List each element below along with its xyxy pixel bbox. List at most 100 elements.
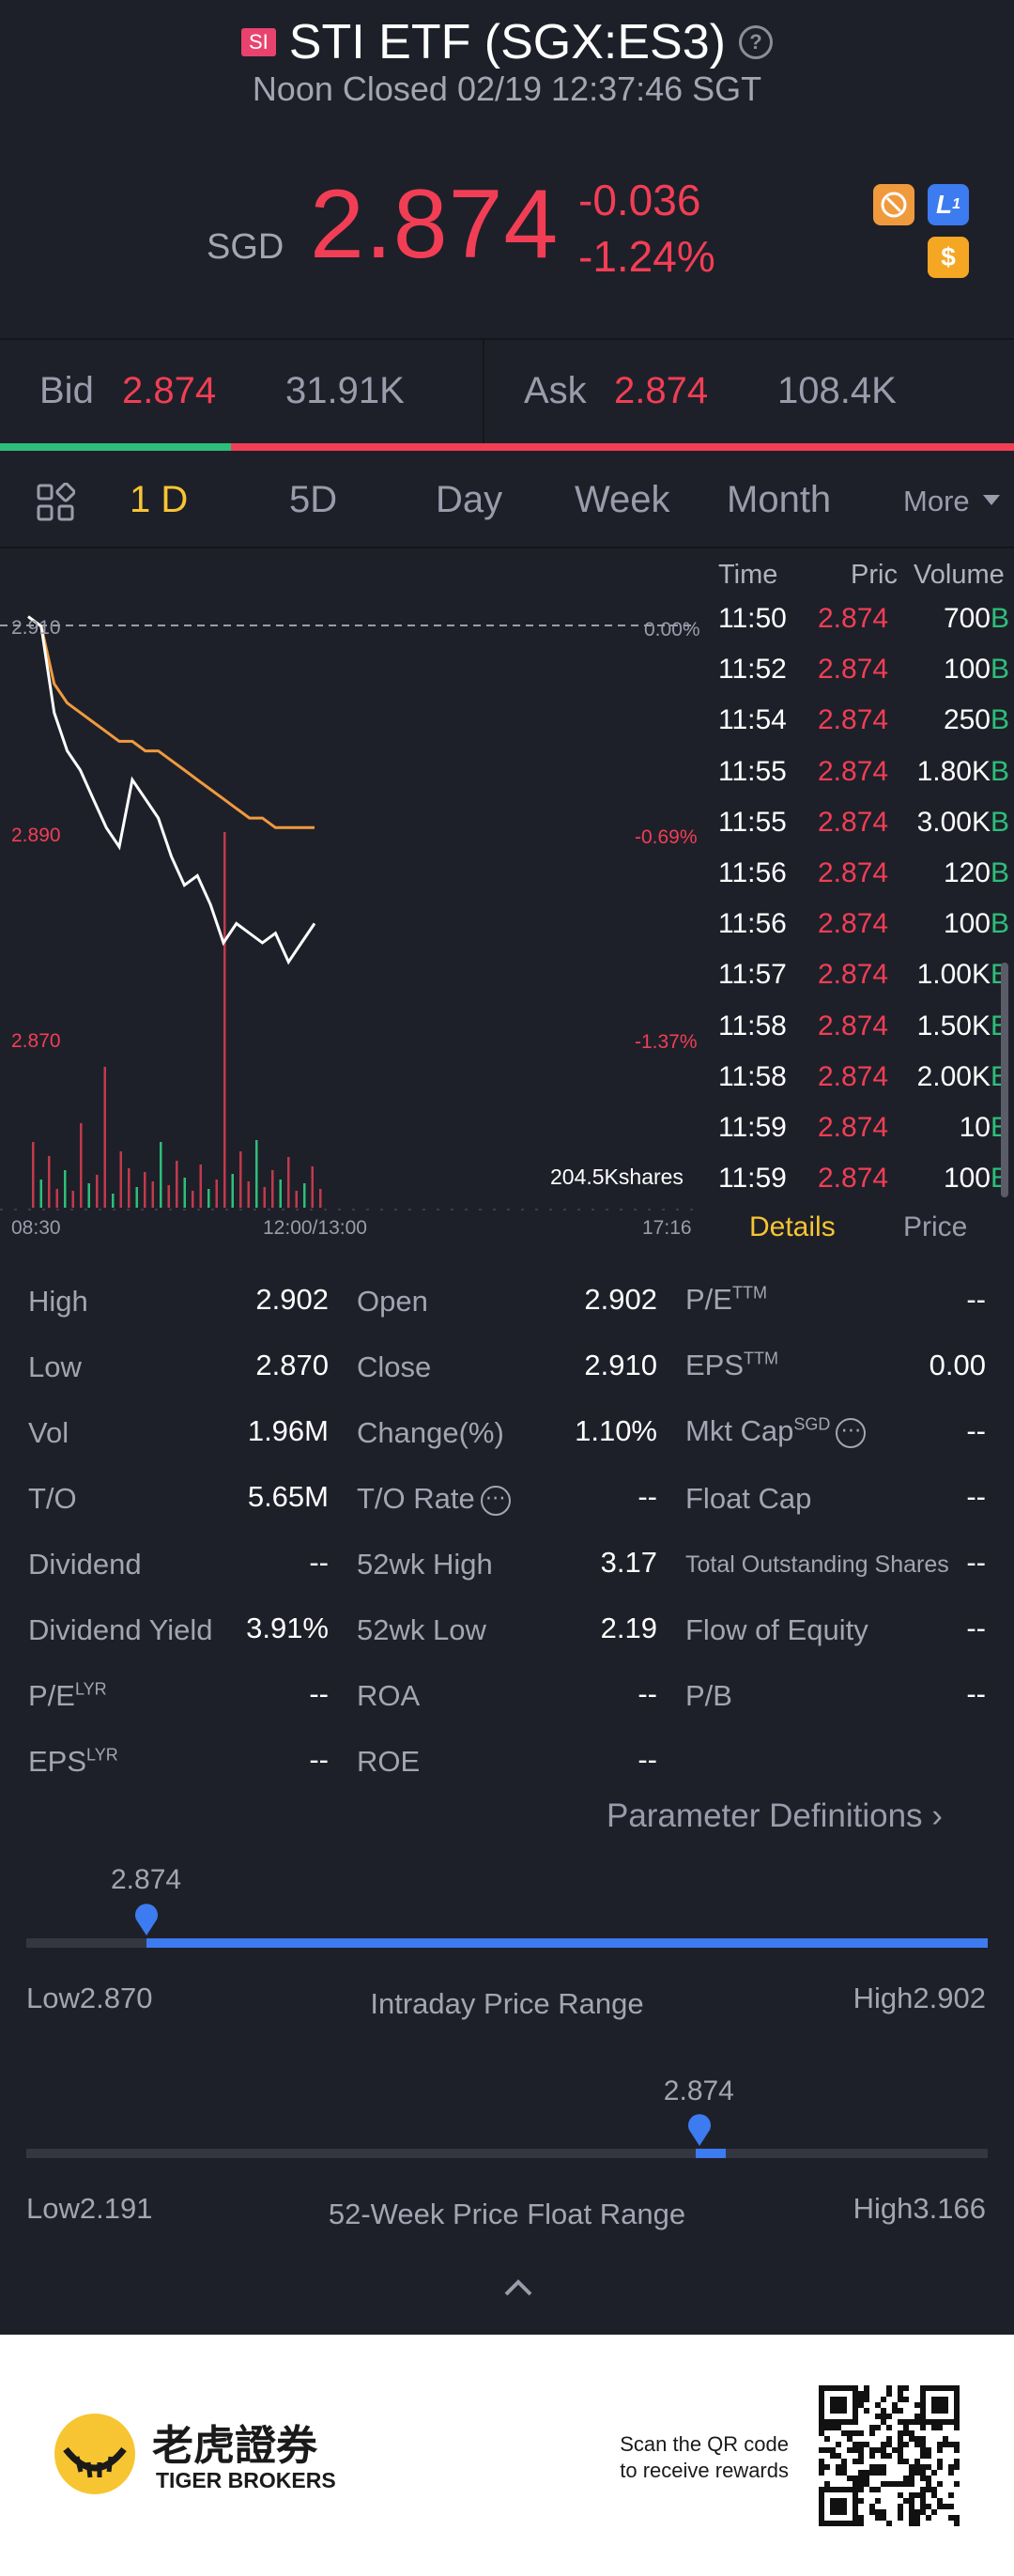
- trade-volume: 1.50K: [916, 1010, 991, 1041]
- tab-1d[interactable]: 1 D: [130, 479, 189, 520]
- trade-price: 2.874: [818, 1112, 889, 1143]
- pct-label-top: 0.00%: [644, 619, 700, 640]
- volume-bar: [295, 1191, 298, 1208]
- price-line: [27, 615, 316, 965]
- volume-bar: [279, 1180, 282, 1208]
- stat-div-yield-label: Dividend Yield: [28, 1613, 213, 1646]
- trade-side: B: [990, 755, 1009, 787]
- tab-details[interactable]: Details: [749, 1211, 836, 1242]
- trade-volume: 120: [943, 857, 991, 888]
- y-label-bottom: 2.870: [11, 1030, 61, 1052]
- stat-eps-lyr-label: EPSLYR: [28, 1745, 118, 1778]
- trade-volume: 700: [943, 603, 991, 634]
- trade-time: 11:52: [718, 654, 787, 686]
- volume-bar: [192, 1191, 194, 1208]
- tab-more[interactable]: More: [903, 485, 970, 517]
- stat-52h-value: 3.17: [600, 1546, 657, 1579]
- volume-bar: [71, 1191, 74, 1208]
- volume-bar: [119, 1151, 122, 1208]
- stat-high-value: 2.902: [255, 1283, 329, 1316]
- stat-pe-lyr-label: P/ELYR: [28, 1679, 107, 1712]
- volume-bar: [239, 1151, 242, 1208]
- bid-size: 31.91K: [285, 370, 405, 411]
- market-status: Noon Closed 02/19 12:37:46 SGT: [252, 69, 762, 108]
- stat-dividend-value: --: [309, 1546, 329, 1579]
- pct-label-bottom: -1.37%: [635, 1031, 698, 1053]
- stat-low-value: 2.870: [255, 1349, 329, 1381]
- volume-bar: [39, 1180, 42, 1208]
- trade-price: 2.874: [818, 959, 889, 991]
- dollar-icon[interactable]: $: [928, 237, 969, 278]
- volume-bar: [55, 1189, 58, 1208]
- volume-bar: [255, 1140, 258, 1208]
- trade-row: 11:52 2.874 100 B: [718, 654, 1009, 704]
- volume-bar: [112, 1194, 115, 1208]
- stat-pe-ttm-label: P/ETTM: [685, 1283, 767, 1316]
- more-info-icon[interactable]: ⋯: [836, 1417, 867, 1448]
- volume-bar: [96, 1175, 99, 1208]
- stat-eps-ttm-value: 0.00: [929, 1349, 986, 1381]
- trade-row: 11:55 2.874 1.80K B: [718, 756, 1009, 807]
- stat-to-rate-label: T/O Rate ⋯: [357, 1482, 511, 1516]
- compass-icon[interactable]: [873, 184, 914, 225]
- trade-row: 11:59 2.874 100 B: [718, 1163, 1009, 1213]
- trade-side: B: [990, 857, 1009, 888]
- week52-range-track: [26, 2149, 988, 2158]
- trade-row: 11:57 2.874 1.00K B: [718, 959, 1009, 1010]
- chevron-up-icon[interactable]: [503, 2278, 533, 2302]
- help-icon[interactable]: ?: [738, 25, 773, 59]
- x-label-start: 08:30: [11, 1217, 61, 1239]
- y-label-top: 2.910: [11, 617, 61, 639]
- index-badge: SI: [241, 28, 276, 56]
- intraday-marker-pin-icon: [133, 1903, 160, 1941]
- currency-label: SGD: [207, 227, 284, 267]
- ask-label: Ask: [524, 370, 587, 411]
- tab-month[interactable]: Month: [727, 479, 832, 520]
- more-info-icon[interactable]: ⋯: [480, 1485, 511, 1516]
- stat-to-value: 5.65M: [247, 1480, 329, 1513]
- trade-row: 11:50 2.874 700 B: [718, 603, 1009, 654]
- stat-roa-value: --: [638, 1677, 657, 1710]
- chevron-down-icon[interactable]: [982, 494, 1001, 512]
- trade-side: B: [990, 704, 1009, 736]
- stat-vol-value: 1.96M: [247, 1414, 329, 1447]
- trade-volume: 100: [943, 908, 991, 940]
- x-label-mid: 12:00/13:00: [263, 1217, 367, 1239]
- parameter-definitions-link[interactable]: Parameter Definitions ›: [607, 1797, 943, 1834]
- stat-floatcap-label: Float Cap: [685, 1482, 812, 1515]
- grid-icon[interactable]: [36, 482, 76, 527]
- volume-bar: [223, 832, 226, 1208]
- pct-label-mid: -0.69%: [635, 826, 698, 848]
- tab-week[interactable]: Week: [575, 479, 670, 520]
- week52-high: High3.166: [853, 2192, 986, 2225]
- tab-price[interactable]: Price: [903, 1211, 968, 1242]
- trade-volume: 1.00K: [916, 959, 991, 991]
- ask-price: 2.874: [614, 370, 709, 411]
- trade-side: B: [990, 603, 1009, 634]
- stat-roe-value: --: [638, 1743, 657, 1776]
- trade-time: 11:56: [718, 857, 787, 888]
- intraday-range-title: Intraday Price Range: [370, 1987, 644, 2020]
- qr-code-icon[interactable]: [819, 2385, 960, 2526]
- trades-header-volume: Volume: [914, 560, 1005, 590]
- intraday-chart[interactable]: [0, 550, 714, 1226]
- trade-time: 11:59: [718, 1112, 787, 1143]
- tab-day[interactable]: Day: [436, 479, 503, 520]
- trade-row: 11:58 2.874 2.00K B: [718, 1061, 1009, 1112]
- trade-price: 2.874: [818, 806, 889, 838]
- bid-price: 2.874: [122, 370, 217, 411]
- stat-tos-value: --: [966, 1546, 986, 1579]
- bid-label: Bid: [39, 370, 94, 411]
- stat-div-yield-value: 3.91%: [246, 1612, 329, 1644]
- tab-5d[interactable]: 5D: [289, 479, 338, 520]
- trades-header-time: Time: [718, 560, 778, 590]
- stat-mktcap-label: Mkt CapSGD ⋯: [685, 1414, 867, 1448]
- trade-row: 11:58 2.874 1.50K B: [718, 1010, 1009, 1061]
- stat-52l-value: 2.19: [600, 1612, 657, 1644]
- trades-scrollbar[interactable]: [1001, 963, 1008, 1197]
- period-tabs: [0, 451, 1014, 548]
- trade-price: 2.874: [818, 755, 889, 787]
- page-title: STI ETF (SGX:ES3): [288, 15, 726, 69]
- trade-time: 11:54: [718, 704, 787, 736]
